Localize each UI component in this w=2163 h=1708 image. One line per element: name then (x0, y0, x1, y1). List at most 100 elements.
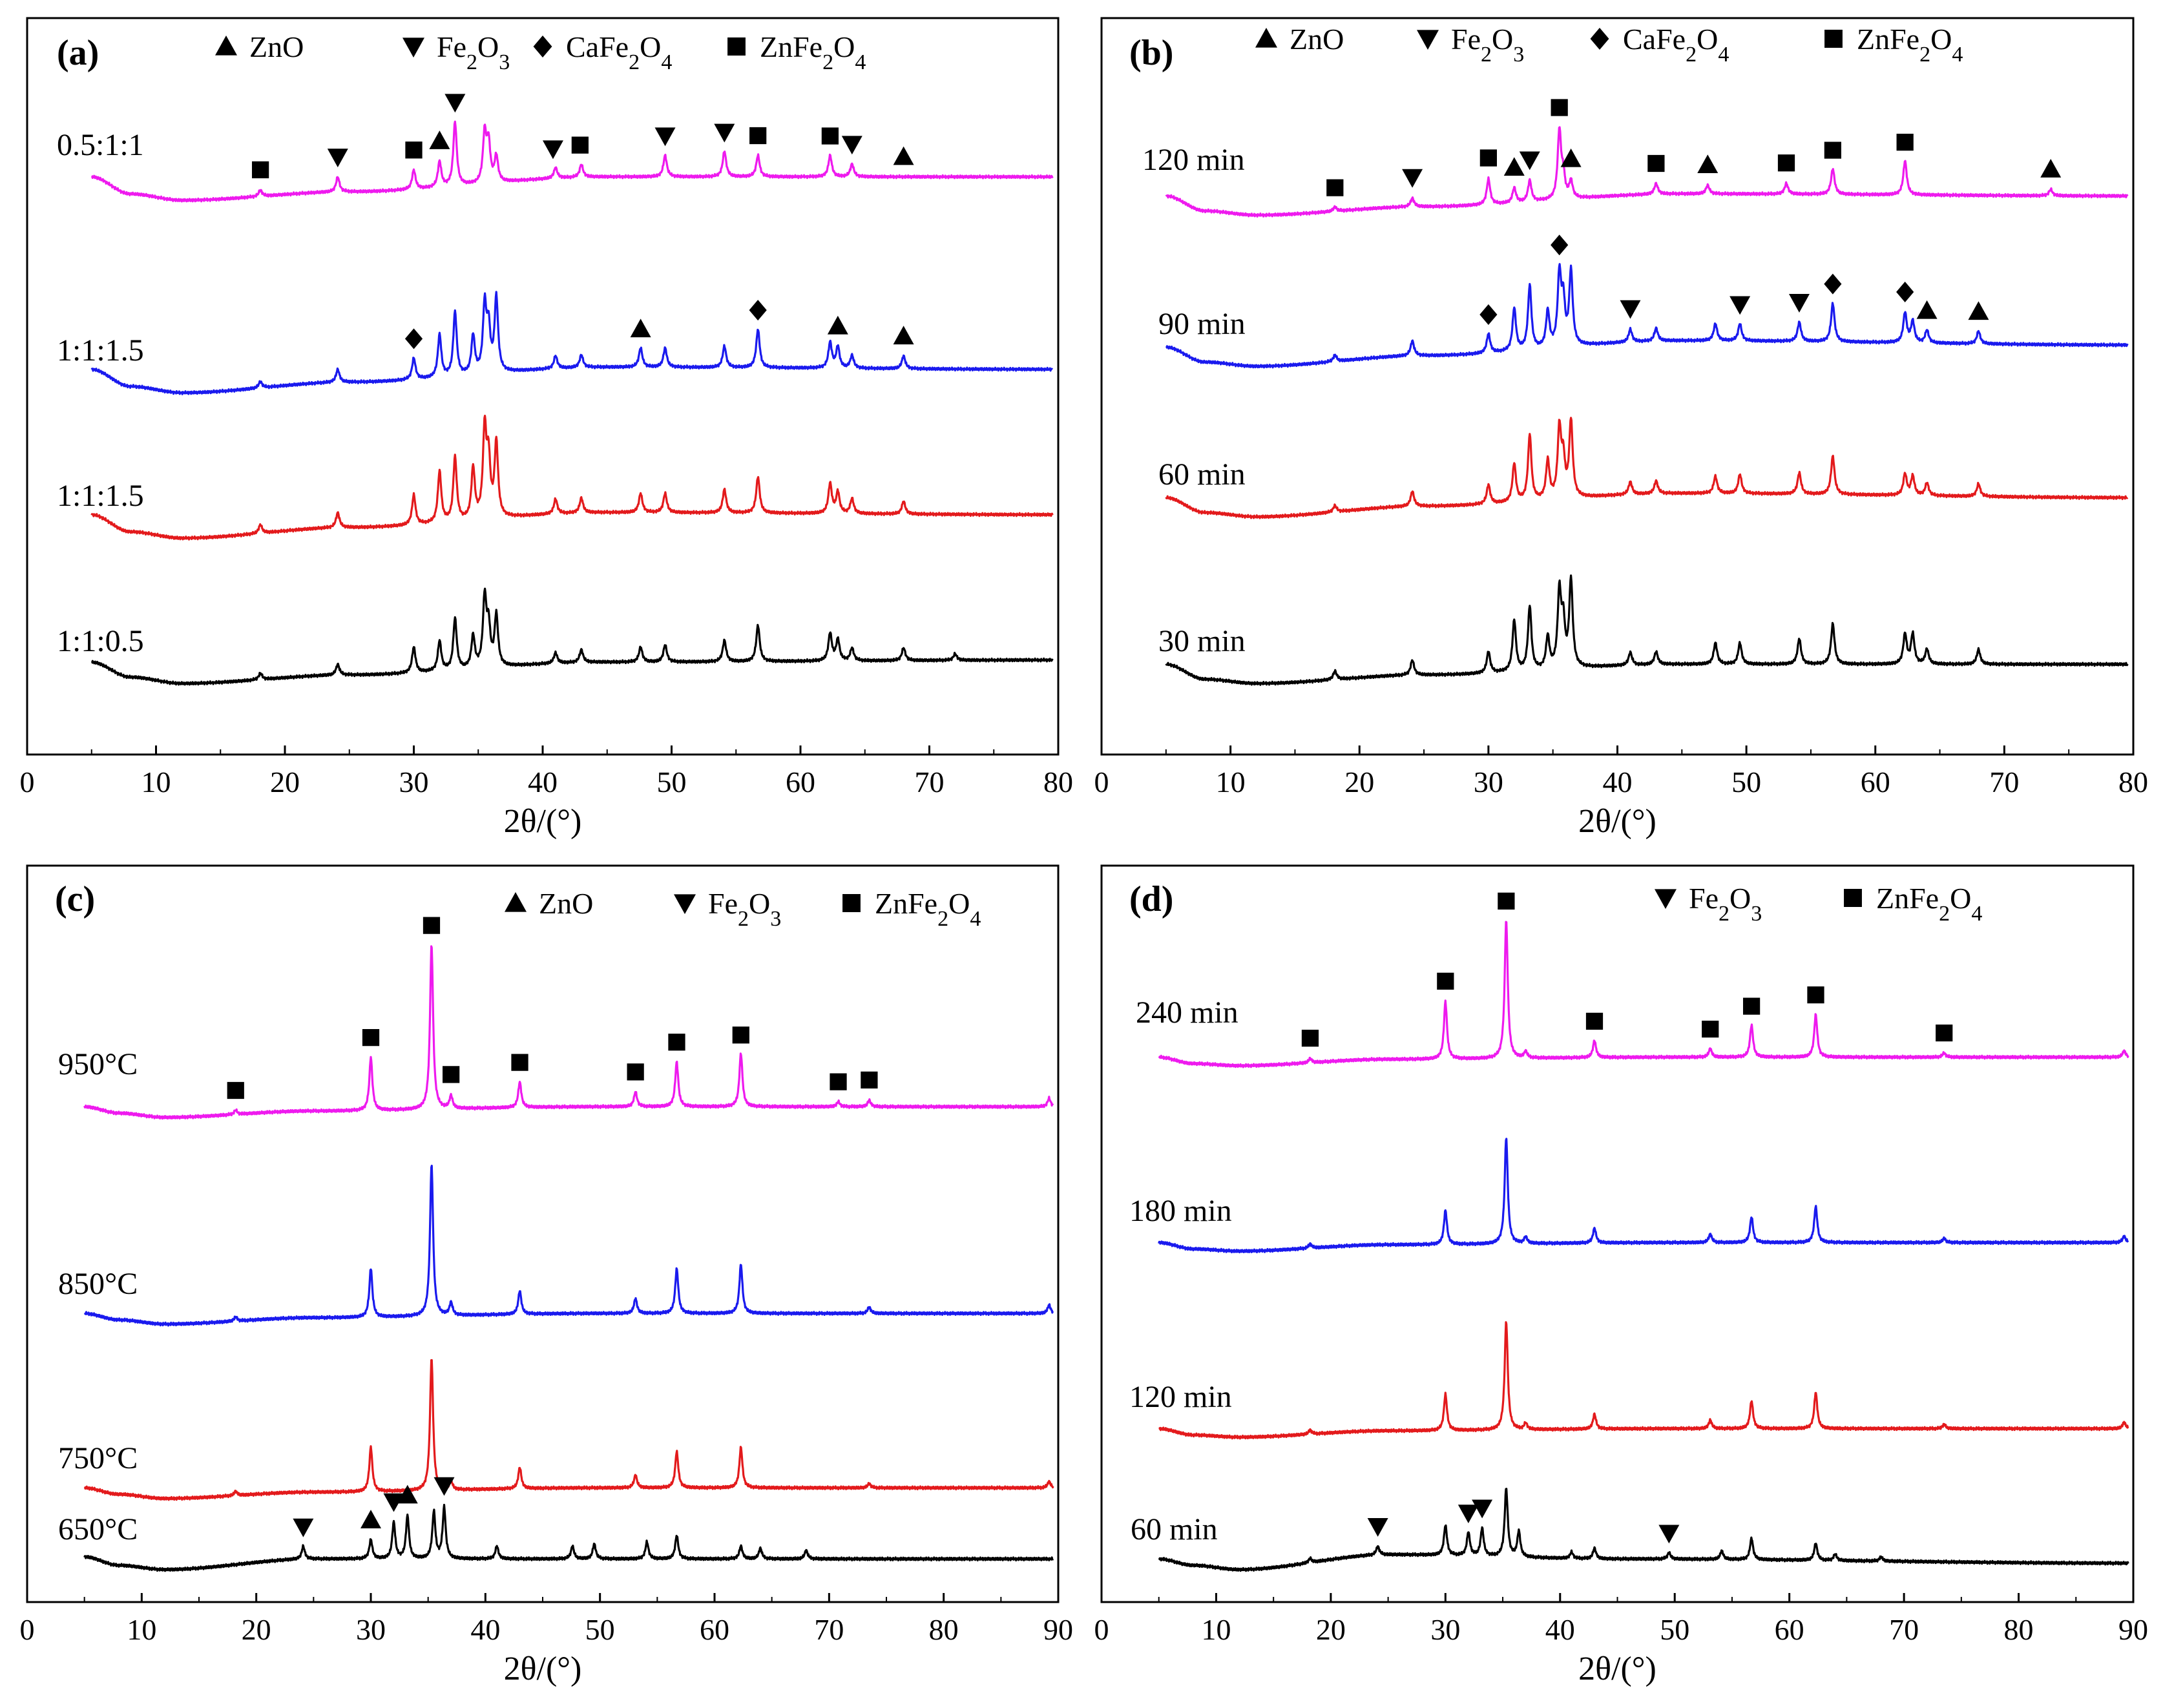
phase-marker-square (1479, 149, 1497, 167)
series-line (90, 587, 1054, 686)
x-tick-label: 80 (2004, 1613, 2034, 1646)
phase-marker-down-triangle (841, 136, 862, 155)
series-label: 1:1:1.5 (57, 479, 144, 513)
panel-2: 0 10 20 30 40 50 60 70 80 90 2θ/(°) (c) ZnO Fe2O3 ZnFe… (20, 864, 1073, 1687)
legend-label: Fe2O3 (437, 30, 510, 74)
phase-marker-square (749, 127, 767, 145)
legend-label: ZnFe2O4 (1876, 882, 1982, 926)
phase-marker-square (1551, 99, 1568, 116)
phase-marker-up-triangle (1968, 301, 1989, 320)
phase-marker-up-triangle (893, 146, 914, 165)
phase-marker-square (668, 1034, 685, 1051)
phase-marker-square (1824, 141, 1841, 159)
phase-marker-square (362, 1029, 380, 1047)
panel-label: (a) (57, 33, 99, 73)
phase-marker-up-triangle (893, 326, 914, 345)
series-line (1165, 574, 2129, 686)
series-label: 60 min (1131, 1512, 1218, 1547)
series-line (90, 291, 1054, 395)
legend-label: CaFe2O4 (566, 30, 672, 74)
series-line (90, 120, 1054, 203)
phase-marker-down-triangle (1729, 296, 1751, 315)
x-tick-label: 60 (1861, 765, 1890, 798)
x-tick-label: 60 (1775, 1613, 1804, 1646)
legend-label: ZnFe2O4 (1857, 23, 1963, 67)
panel-frame (26, 17, 1060, 756)
panel-3: 0 10 20 30 40 50 60 70 80 90 2θ/(°) (d) Fe2O3 ZnFe2O4… (1094, 864, 2148, 1687)
x-tick-label: 20 (270, 765, 300, 798)
phase-marker-up-triangle (429, 130, 450, 149)
phase-marker-up-triangle (397, 1484, 418, 1504)
phase-marker-down-triangle (383, 1493, 404, 1512)
phase-marker-diamond (404, 328, 423, 349)
x-axis-label: 2θ/(°) (1578, 803, 1656, 840)
series-line (1158, 1488, 2129, 1572)
x-tick-label: 20 (1344, 765, 1374, 798)
panel-label: (c) (55, 879, 95, 919)
x-tick-label: 0 (20, 765, 35, 798)
phase-marker-square (405, 141, 423, 159)
series-line (83, 1503, 1054, 1572)
series-line (90, 414, 1054, 541)
phase-marker-square (423, 917, 441, 934)
legend-square-marker (842, 894, 861, 912)
phase-marker-square (1585, 1012, 1604, 1030)
x-tick-label: 0 (20, 1613, 35, 1646)
phase-marker-down-triangle (1519, 151, 1540, 171)
legend-diamond-marker (533, 36, 552, 57)
phase-marker-square (1647, 154, 1665, 172)
phase-marker-diamond (1824, 273, 1842, 295)
phase-marker-down-triangle (1458, 1505, 1479, 1523)
x-tick-label: 10 (141, 765, 171, 798)
x-tick-label: 40 (528, 765, 558, 798)
x-tick-label: 60 (786, 765, 815, 798)
phase-marker-square (227, 1081, 244, 1099)
x-tick-label: 70 (1989, 765, 2019, 798)
series-label: 30 min (1158, 624, 1246, 658)
series-label: 850°C (58, 1267, 138, 1301)
panel-1: 0 10 20 30 40 50 60 70 80 2θ/(°) (b) ZnO Fe2O3 CaFe2O… (1094, 17, 2148, 840)
legend-square-marker (727, 37, 746, 56)
phase-marker-square (1807, 986, 1824, 1004)
x-tick-label: 0 (1094, 765, 1109, 798)
phase-marker-square (1301, 1029, 1319, 1047)
phase-marker-up-triangle (827, 315, 848, 335)
phase-marker-up-triangle (1503, 157, 1525, 176)
legend-down-triangle-marker (1655, 889, 1677, 909)
panel-0: 0 10 20 30 40 50 60 70 80 2θ/(°) (a) ZnO Fe2O3 CaFe2O… (20, 17, 1073, 840)
series-label: 950°C (58, 1047, 138, 1081)
phase-marker-down-triangle (1788, 294, 1810, 313)
phase-marker-diamond (1479, 304, 1498, 325)
panel-label: (b) (1129, 33, 1173, 73)
series-label: 90 min (1158, 307, 1246, 341)
x-tick-label: 10 (1201, 1613, 1231, 1646)
legend-label: Fe2O3 (708, 887, 781, 931)
legend-label: ZnO (1290, 23, 1344, 56)
series-label: 0.5:1:1 (57, 128, 144, 162)
phase-marker-square (821, 127, 839, 145)
series-label: 120 min (1142, 143, 1245, 177)
phase-marker-down-triangle (1472, 1499, 1493, 1519)
phase-marker-up-triangle (360, 1510, 381, 1528)
series-line (1165, 126, 2129, 218)
x-tick-label: 40 (1603, 765, 1633, 798)
x-axis-label: 2θ/(°) (504, 803, 582, 840)
panel-frame (26, 864, 1060, 1603)
phase-marker-down-triangle (434, 1477, 455, 1496)
x-tick-label: 0 (1094, 1613, 1109, 1646)
x-tick-label: 40 (1545, 1613, 1575, 1646)
x-axis-label: 2θ/(°) (1578, 1651, 1656, 1687)
x-tick-label: 30 (1474, 765, 1503, 798)
x-tick-label: 30 (1430, 1613, 1460, 1646)
series-label: 240 min (1136, 995, 1238, 1030)
legend-up-triangle-marker (1255, 28, 1277, 48)
legend-diamond-marker (1590, 28, 1609, 50)
phase-marker-down-triangle (542, 140, 563, 160)
phase-marker-square (1498, 892, 1515, 910)
series-line (1165, 263, 2129, 369)
panel-frame (1100, 864, 2135, 1603)
x-tick-label: 40 (470, 1613, 500, 1646)
phase-marker-up-triangle (1560, 148, 1582, 167)
phase-marker-up-triangle (2040, 159, 2062, 178)
phase-marker-down-triangle (1367, 1518, 1388, 1537)
